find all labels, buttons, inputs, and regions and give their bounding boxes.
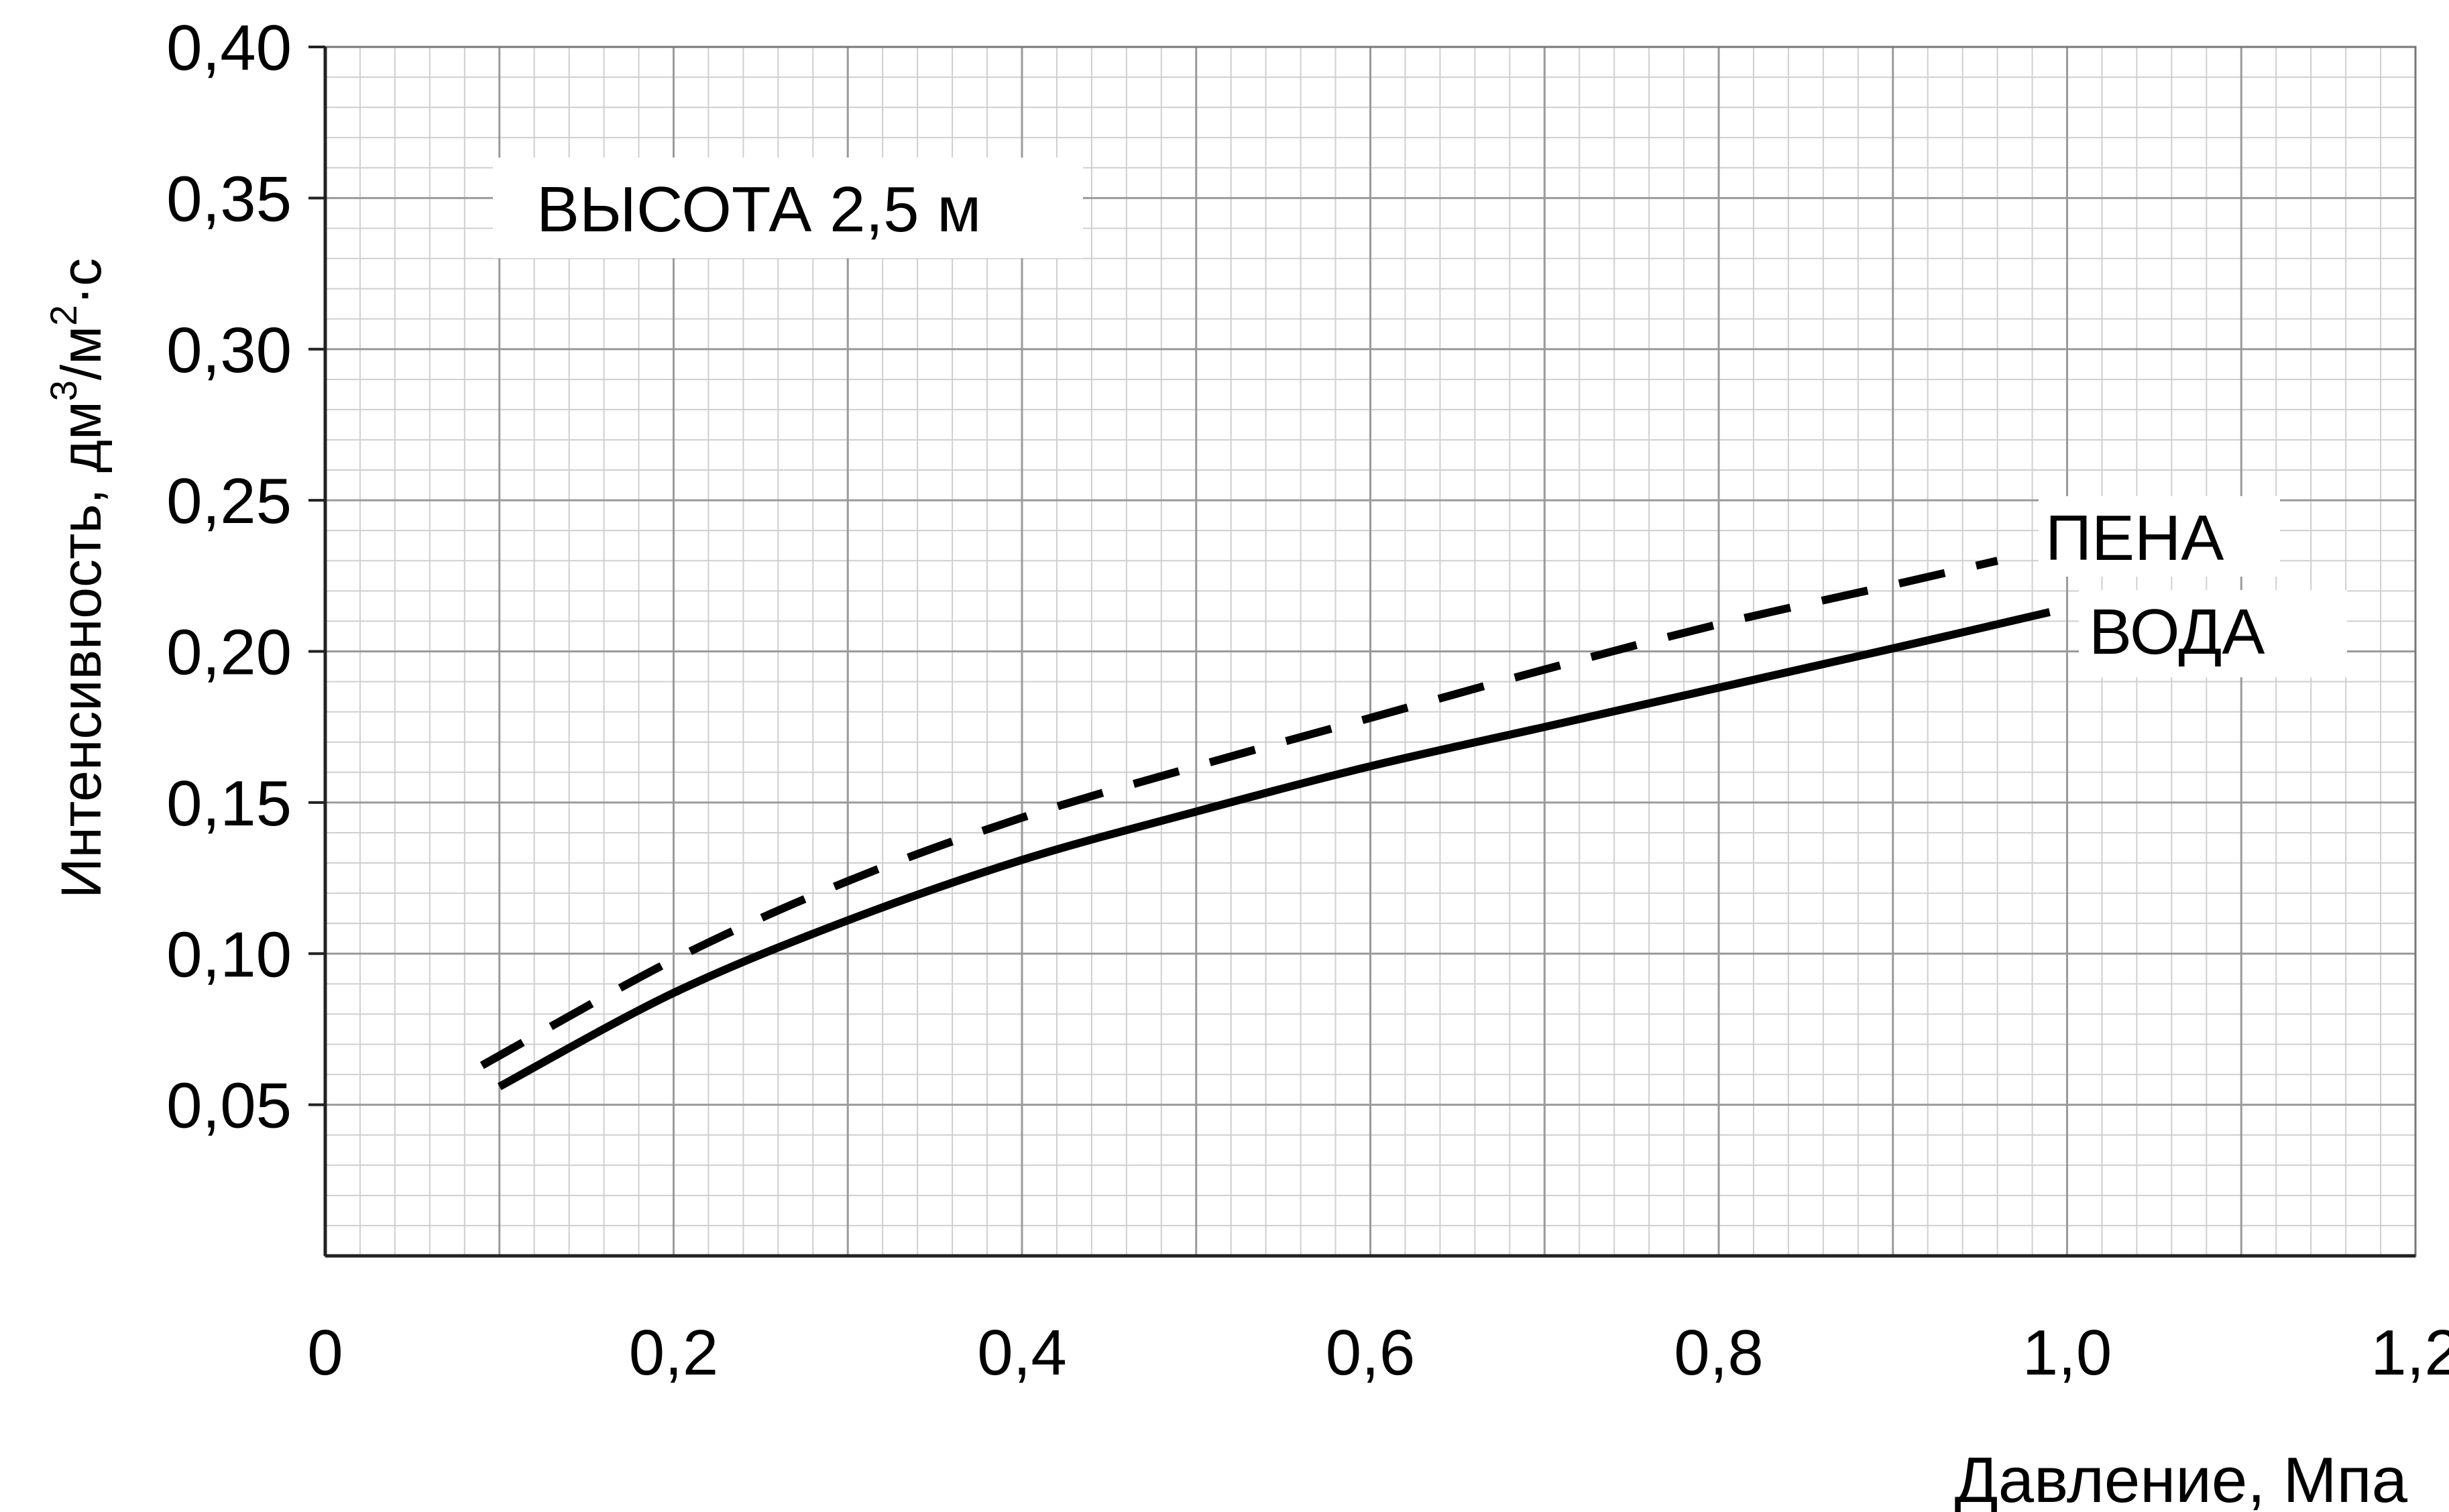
y-tick-label: 0,25: [166, 465, 292, 537]
series-label-water: ВОДА: [2089, 596, 2265, 668]
y-axis-label-sup1: 3: [42, 380, 84, 401]
y-tick-label: 0,30: [166, 314, 292, 386]
y-axis-label-sup2: 2: [42, 305, 84, 326]
series-label-background-foam: [2039, 496, 2280, 577]
x-tick-labels: 0 0,2 0,4 0,6 0,8 1,0 1,2: [307, 1317, 2449, 1389]
y-tick-label: 0,20: [166, 617, 292, 689]
annotation-background: [493, 158, 1083, 258]
y-axis-label-tail: ·с: [50, 258, 113, 305]
x-tick-label: 1,0: [2023, 1317, 2112, 1389]
x-tick-label: 0: [307, 1317, 343, 1389]
x-tick-label: 0,8: [1674, 1317, 1763, 1389]
axes: [308, 46, 2415, 1258]
y-axis-label-main: Интенсивность, дм: [50, 401, 113, 898]
y-axis-label-mid: /м: [50, 326, 113, 380]
series-line-foam: [479, 557, 1998, 1069]
series-label-foam: ПЕНА: [2045, 502, 2224, 574]
y-tick-label: 0,15: [166, 768, 292, 839]
annotation-height: ВЫСОТА 2,5 м: [536, 174, 981, 245]
x-axis-label: Давление, Мпа: [1955, 1444, 2408, 1512]
x-tick-label: 1,2: [2371, 1317, 2449, 1389]
y-tick-label: 0,05: [166, 1070, 292, 1142]
y-tick-label: 0,10: [166, 919, 292, 990]
x-tick-label: 0,6: [1326, 1317, 1415, 1389]
y-tick-label: 0,40: [166, 12, 292, 84]
y-axis-label: Интенсивность, дм3/м2·с: [42, 258, 113, 898]
series-line-water: [497, 608, 2051, 1090]
series-label-background-water: [2079, 590, 2347, 677]
y-tick-labels: 0,05 0,10 0,15 0,20 0,25 0,30 0,35 0,40: [166, 12, 292, 1142]
y-tick-label: 0,35: [166, 163, 292, 235]
x-tick-label: 0,4: [977, 1317, 1066, 1389]
series-layer: [479, 557, 2051, 1090]
x-tick-label: 0,2: [629, 1317, 718, 1389]
